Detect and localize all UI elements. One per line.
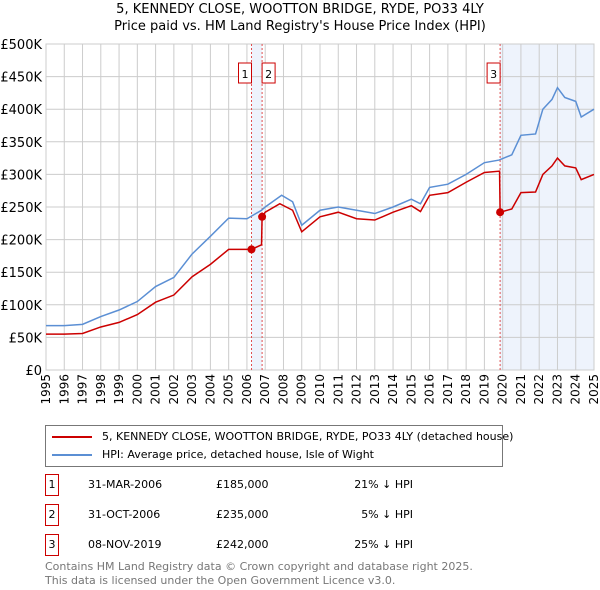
sale-date: 31-OCT-2006 <box>88 508 161 521</box>
sale-price: £185,000 <box>216 478 269 491</box>
plot-area: £0 £50K £100K £150K £200K £250K £300K £350K £400… <box>0 38 600 405</box>
y-tick-label: £100K <box>0 299 42 314</box>
plot-border <box>45 43 595 371</box>
chart-title: 5, KENNEDY CLOSE, WOOTTON BRIDGE, RYDE, … <box>116 2 484 17</box>
sale-hpi-diff: 5% ↓ HPI <box>361 508 413 521</box>
y-tick-label: £350K <box>0 136 42 151</box>
y-tick-label: £200K <box>0 234 42 249</box>
x-tick-label: 1995 <box>39 374 53 405</box>
series-line <box>46 156 595 335</box>
x-tick-label: 2001 <box>149 374 163 405</box>
x-tick-label: 2002 <box>167 374 181 405</box>
x-tick-label: 1996 <box>57 374 71 405</box>
x-tick-label: 2023 <box>550 374 564 405</box>
x-tick-label: 2017 <box>441 374 455 405</box>
x-tick-label: 1999 <box>112 374 126 405</box>
sale-date: 31-MAR-2006 <box>88 478 163 491</box>
sale-hpi-diff: 21% ↓ HPI <box>354 478 413 491</box>
footer-line-1: Contains HM Land Registry data © Crown c… <box>45 560 473 573</box>
x-tick-label: 2025 <box>587 374 600 405</box>
x-tick-label: 2018 <box>459 374 473 405</box>
x-tick-label: 1997 <box>76 374 90 405</box>
y-tick-label: £300K <box>0 168 42 183</box>
x-tick-label: 2013 <box>368 374 382 405</box>
sale-number: 3 <box>45 534 59 556</box>
sale-label: 1 <box>242 68 249 81</box>
x-tick-label: 2022 <box>532 374 546 405</box>
x-tick-label: 2006 <box>240 374 254 405</box>
sale-date: 08-NOV-2019 <box>88 538 162 551</box>
legend-swatch-property <box>52 436 92 438</box>
sale-label: 3 <box>490 68 497 81</box>
x-tick-label: 2024 <box>569 374 583 405</box>
series-line <box>46 86 595 327</box>
sale-row: 2 31-OCT-2006 £235,000 5% ↓ HPI <box>45 504 445 526</box>
x-tick-label: 1998 <box>94 374 108 405</box>
sale-price: £235,000 <box>216 508 269 521</box>
x-tick-label: 2003 <box>185 374 199 405</box>
y-tick-label: £0 <box>25 364 42 379</box>
x-tick-label: 2000 <box>130 374 144 405</box>
x-tick-label: 2015 <box>404 374 418 405</box>
sale-point <box>247 245 256 254</box>
sale-row: 3 08-NOV-2019 £242,000 25% ↓ HPI <box>45 534 445 556</box>
x-tick-label: 2012 <box>350 374 364 405</box>
chart-subtitle: Price paid vs. HM Land Registry's House … <box>114 19 486 34</box>
legend-label-hpi: HPI: Average price, detached house, Isle… <box>102 448 374 461</box>
y-tick-label: £250K <box>0 201 42 216</box>
x-tick-label: 2021 <box>514 374 528 405</box>
sale-label-box <box>486 62 501 84</box>
x-tick-label: 2019 <box>477 374 491 405</box>
x-tick-label: 2009 <box>295 374 309 405</box>
legend: 5, KENNEDY CLOSE, WOOTTON BRIDGE, RYDE, … <box>45 425 513 467</box>
y-tick-label: £50K <box>9 331 43 346</box>
legend-label-property: 5, KENNEDY CLOSE, WOOTTON BRIDGE, RYDE, … <box>102 430 514 443</box>
x-tick-label: 2020 <box>496 374 510 405</box>
sale-point <box>496 208 505 217</box>
sale-label: 2 <box>265 68 272 81</box>
x-tick-label: 2014 <box>386 374 400 405</box>
y-tick-label: £150K <box>0 266 42 281</box>
sale-price: £242,000 <box>216 538 269 551</box>
sale-number: 2 <box>45 504 59 526</box>
x-tick-label: 2007 <box>258 374 272 405</box>
x-tick-label: 2010 <box>313 374 327 405</box>
x-tick-label: 2005 <box>222 374 236 405</box>
y-tick-label: £400K <box>0 103 42 118</box>
sale-row: 1 31-MAR-2006 £185,000 21% ↓ HPI <box>45 474 445 496</box>
sale-number: 1 <box>45 474 59 496</box>
sale-label-box <box>238 62 252 84</box>
x-tick-label: 2016 <box>423 374 437 405</box>
y-tick-label: £500K <box>0 38 42 53</box>
sale-point <box>258 212 267 221</box>
legend-swatch-hpi <box>52 454 92 456</box>
x-tick-label: 2011 <box>331 374 345 405</box>
sale-label-box <box>261 62 276 84</box>
footer-line-2: This data is licensed under the Open Gov… <box>45 574 396 587</box>
y-tick-label: £450K <box>0 71 42 86</box>
x-tick-label: 2004 <box>203 374 217 405</box>
x-tick-label: 2008 <box>276 374 290 405</box>
sale-hpi-diff: 25% ↓ HPI <box>354 538 413 551</box>
